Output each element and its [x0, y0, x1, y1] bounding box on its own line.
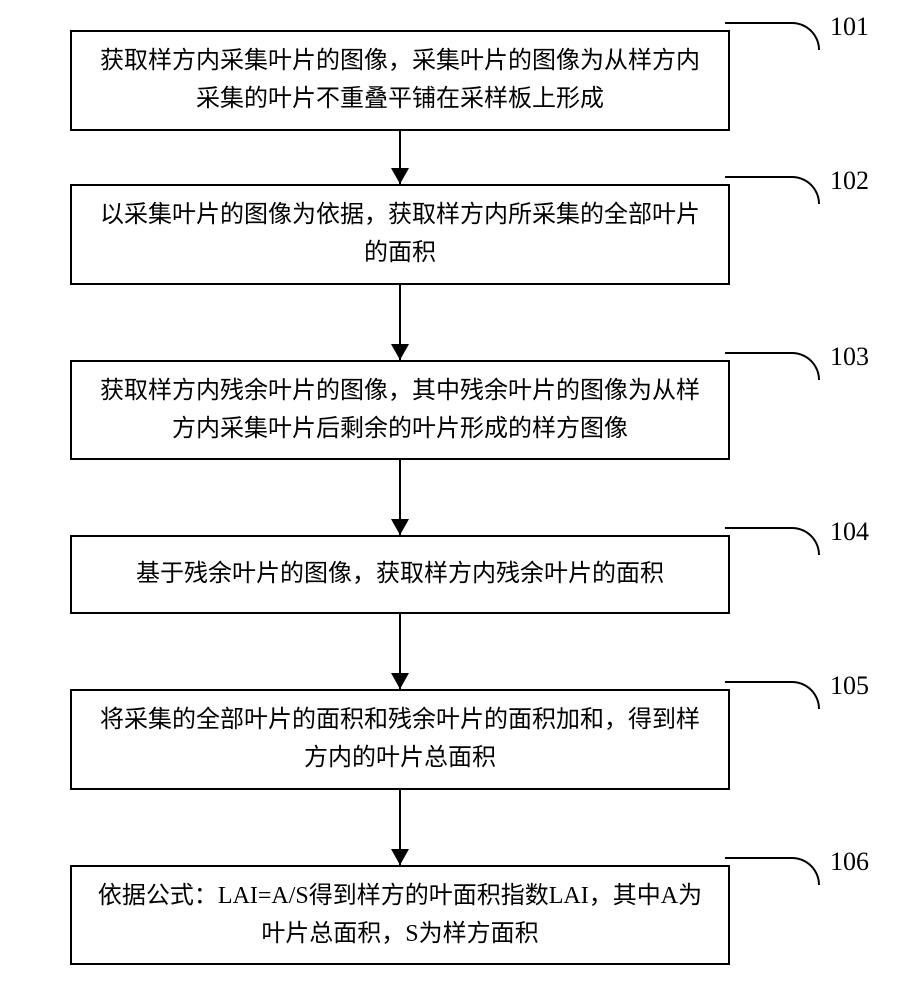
- arrow-2: [0, 460, 915, 535]
- step-103: 获取样方内残余叶片的图像，其中残余叶片的图像为从样方内采集叶片后剩余的叶片形成的…: [0, 360, 915, 461]
- arrow-1: [0, 285, 915, 360]
- arrow-head-icon: [391, 849, 409, 865]
- step-box-105: 将采集的全部叶片的面积和残余叶片的面积加和，得到样方内的叶片总面积: [70, 689, 730, 790]
- arrow-3: [0, 614, 915, 689]
- step-number-105: 105: [830, 671, 869, 701]
- step-number-106: 106: [830, 847, 869, 877]
- step-101: 获取样方内采集叶片的图像，采集叶片的图像为从样方内采集的叶片不重叠平铺在采样板上…: [0, 30, 915, 131]
- step-box-104: 基于残余叶片的图像，获取样方内残余叶片的面积: [70, 535, 730, 613]
- leader-line: [725, 681, 820, 709]
- step-105: 将采集的全部叶片的面积和残余叶片的面积加和，得到样方内的叶片总面积105: [0, 689, 915, 790]
- leader-line: [725, 857, 820, 885]
- step-box-103: 获取样方内残余叶片的图像，其中残余叶片的图像为从样方内采集叶片后剩余的叶片形成的…: [70, 360, 730, 461]
- step-text: 基于残余叶片的图像，获取样方内残余叶片的面积: [136, 555, 664, 593]
- step-number-103: 103: [830, 342, 869, 372]
- step-number-101: 101: [830, 12, 869, 42]
- leader-line: [725, 527, 820, 555]
- step-102: 以采集叶片的图像为依据，获取样方内所采集的全部叶片的面积102: [0, 184, 915, 285]
- step-box-102: 以采集叶片的图像为依据，获取样方内所采集的全部叶片的面积: [70, 184, 730, 285]
- step-106: 依据公式：LAI=A/S得到样方的叶面积指数LAI，其中A为叶片总面积，S为样方…: [0, 865, 915, 966]
- leader-line: [725, 352, 820, 380]
- arrow-head-icon: [391, 168, 409, 184]
- step-text: 将采集的全部叶片的面积和残余叶片的面积加和，得到样方内的叶片总面积: [90, 701, 710, 778]
- step-text: 依据公式：LAI=A/S得到样方的叶面积指数LAI，其中A为叶片总面积，S为样方…: [90, 877, 710, 954]
- leader-line: [725, 22, 820, 50]
- step-text: 以采集叶片的图像为依据，获取样方内所采集的全部叶片的面积: [90, 196, 710, 273]
- flowchart-container: 获取样方内采集叶片的图像，采集叶片的图像为从样方内采集的叶片不重叠平铺在采样板上…: [0, 30, 915, 965]
- arrow-head-icon: [391, 519, 409, 535]
- arrow-head-icon: [391, 673, 409, 689]
- arrow-head-icon: [391, 344, 409, 360]
- step-104: 基于残余叶片的图像，获取样方内残余叶片的面积104: [0, 535, 915, 613]
- step-box-106: 依据公式：LAI=A/S得到样方的叶面积指数LAI，其中A为叶片总面积，S为样方…: [70, 865, 730, 966]
- leader-line: [725, 176, 820, 204]
- step-number-104: 104: [830, 517, 869, 547]
- step-number-102: 102: [830, 166, 869, 196]
- step-box-101: 获取样方内采集叶片的图像，采集叶片的图像为从样方内采集的叶片不重叠平铺在采样板上…: [70, 30, 730, 131]
- step-text: 获取样方内采集叶片的图像，采集叶片的图像为从样方内采集的叶片不重叠平铺在采样板上…: [90, 42, 710, 119]
- step-text: 获取样方内残余叶片的图像，其中残余叶片的图像为从样方内采集叶片后剩余的叶片形成的…: [90, 372, 710, 449]
- arrow-4: [0, 790, 915, 865]
